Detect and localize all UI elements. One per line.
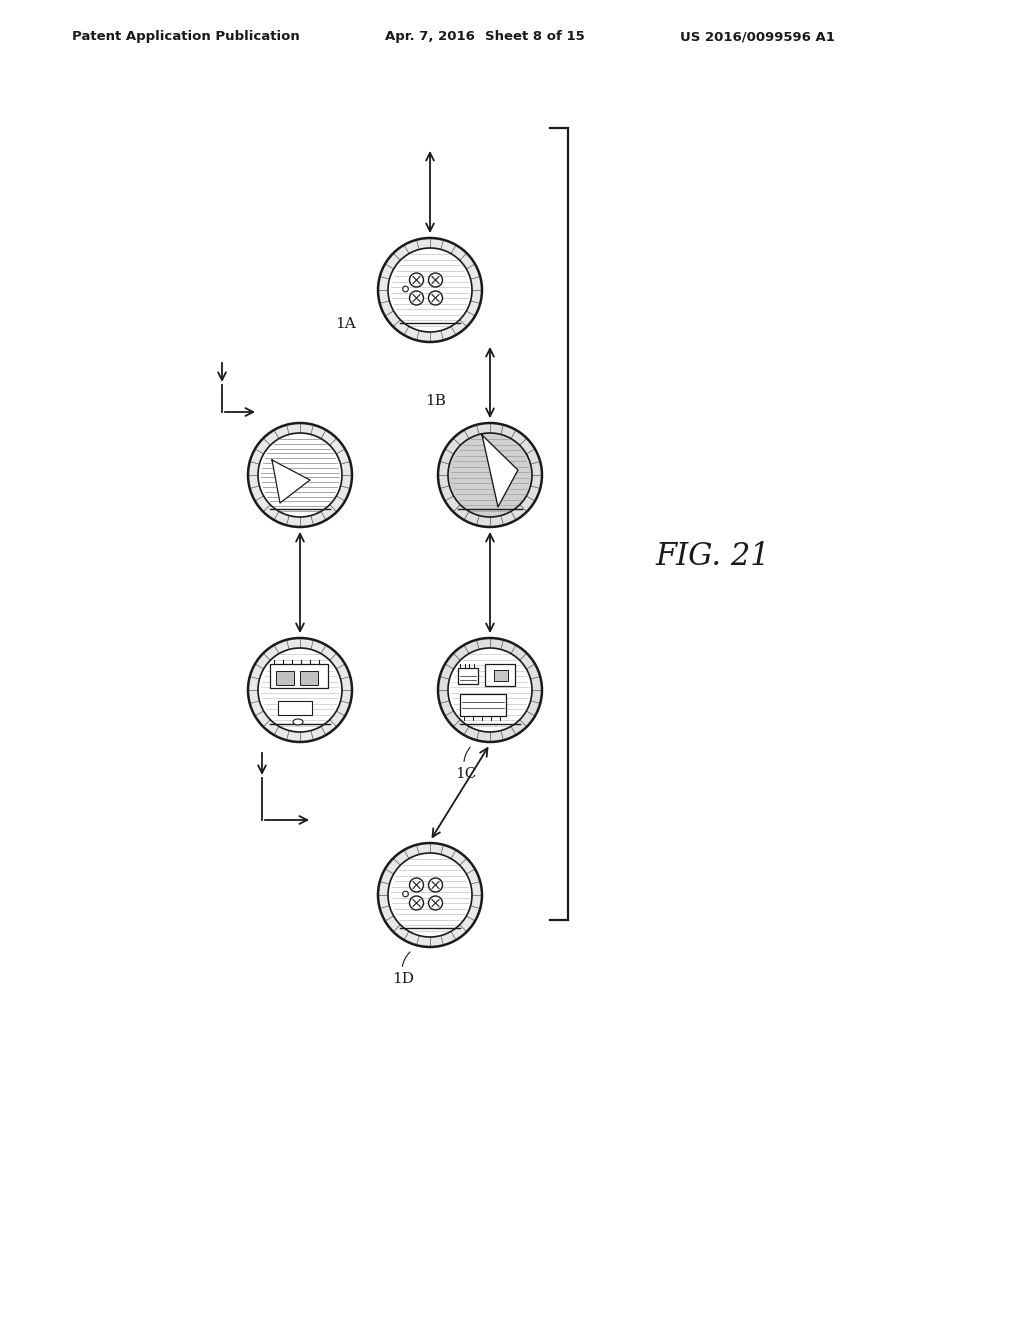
Text: 1B: 1B <box>425 393 445 408</box>
FancyBboxPatch shape <box>460 694 506 715</box>
FancyBboxPatch shape <box>276 671 294 685</box>
Circle shape <box>402 891 409 896</box>
Circle shape <box>428 290 442 305</box>
Text: 1C: 1C <box>455 747 476 781</box>
Ellipse shape <box>293 719 303 725</box>
Text: Patent Application Publication: Patent Application Publication <box>72 30 300 44</box>
Polygon shape <box>482 436 518 507</box>
Circle shape <box>410 273 424 286</box>
Ellipse shape <box>438 638 542 742</box>
FancyBboxPatch shape <box>458 668 478 684</box>
Ellipse shape <box>438 422 542 527</box>
Ellipse shape <box>258 433 342 517</box>
Circle shape <box>402 286 409 292</box>
FancyBboxPatch shape <box>300 671 318 685</box>
Circle shape <box>428 273 442 286</box>
Circle shape <box>410 896 424 909</box>
Polygon shape <box>272 459 310 503</box>
Ellipse shape <box>258 648 342 733</box>
Text: Sheet 8 of 15: Sheet 8 of 15 <box>485 30 585 44</box>
FancyBboxPatch shape <box>278 701 312 715</box>
Text: 1D: 1D <box>392 952 414 986</box>
Circle shape <box>428 878 442 892</box>
Ellipse shape <box>388 853 472 937</box>
Circle shape <box>410 878 424 892</box>
FancyBboxPatch shape <box>270 664 328 688</box>
Ellipse shape <box>248 422 352 527</box>
Text: 1A: 1A <box>335 317 355 331</box>
Text: FIG. 21: FIG. 21 <box>655 541 770 572</box>
Circle shape <box>410 290 424 305</box>
Ellipse shape <box>248 638 352 742</box>
Ellipse shape <box>449 433 532 517</box>
FancyBboxPatch shape <box>494 671 508 681</box>
Text: Apr. 7, 2016: Apr. 7, 2016 <box>385 30 475 44</box>
Ellipse shape <box>449 648 532 733</box>
Circle shape <box>428 896 442 909</box>
Ellipse shape <box>388 248 472 333</box>
Ellipse shape <box>378 843 482 946</box>
Text: US 2016/0099596 A1: US 2016/0099596 A1 <box>680 30 835 44</box>
Ellipse shape <box>378 238 482 342</box>
FancyBboxPatch shape <box>485 664 515 686</box>
